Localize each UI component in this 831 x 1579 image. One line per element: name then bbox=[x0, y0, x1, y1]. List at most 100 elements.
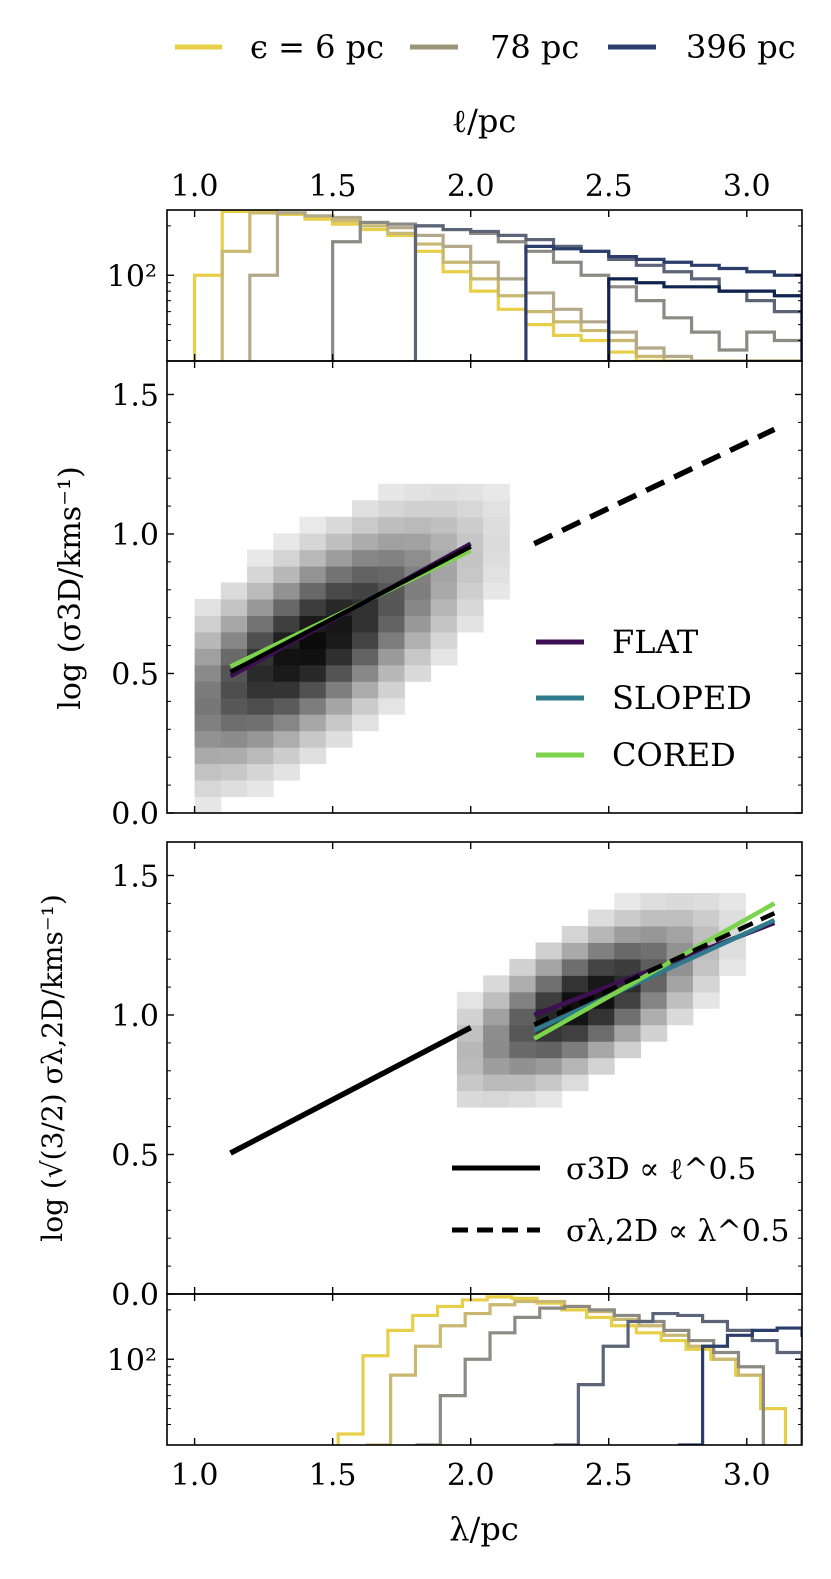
panel2-fit-sloped bbox=[533, 918, 776, 1033]
panel1-cell bbox=[299, 533, 327, 551]
panel1-cell bbox=[351, 516, 379, 534]
panel2-cell bbox=[640, 1008, 668, 1026]
panel1-cell bbox=[351, 533, 379, 551]
panel1-cell bbox=[247, 566, 274, 584]
panel2-cell bbox=[614, 942, 641, 960]
panel1-cell bbox=[194, 747, 222, 765]
panel2-cell bbox=[692, 958, 720, 976]
panel1-cell bbox=[430, 631, 458, 649]
panel1-cell bbox=[456, 615, 484, 633]
panel1-cell bbox=[299, 681, 327, 699]
panel2-fit-black-dashed bbox=[533, 911, 776, 1027]
panel1-cell bbox=[247, 747, 274, 765]
panel2-cell bbox=[535, 1074, 563, 1092]
panel2-cell bbox=[509, 1090, 537, 1108]
top-hist-ytick-label-0: 10² bbox=[107, 259, 157, 294]
panel2-cell bbox=[535, 958, 563, 976]
panel1-cell bbox=[456, 500, 484, 518]
panel1-cell bbox=[430, 516, 458, 534]
fit-legend: FLAT SLOPED CORED bbox=[536, 623, 752, 774]
panel1-cell bbox=[483, 516, 510, 534]
panel1-cell bbox=[325, 697, 353, 715]
panel2-cell bbox=[614, 991, 641, 1009]
panel1-cell bbox=[247, 780, 274, 798]
panel1-cell bbox=[299, 730, 327, 748]
panel1-cell bbox=[456, 598, 484, 616]
panel1-fit-black bbox=[229, 544, 472, 675]
top-hist-series-4 bbox=[413, 224, 802, 361]
panel2-cell bbox=[535, 1090, 563, 1108]
panel2-cell bbox=[588, 1024, 615, 1042]
panel1-cell bbox=[483, 483, 510, 501]
panel1-cell bbox=[378, 697, 405, 715]
panel2-ytick-label-3: 1.5 bbox=[111, 859, 159, 894]
panel1-cell bbox=[299, 714, 327, 732]
panel1-cell bbox=[351, 681, 379, 699]
panel2-cell bbox=[483, 975, 510, 993]
panel1-cell bbox=[273, 664, 301, 682]
panel1-cell bbox=[404, 615, 432, 633]
scaling-legend-label-solid: σ3D ∝ ℓ^0.5 bbox=[566, 1152, 756, 1187]
panel1-cell bbox=[430, 566, 458, 584]
panel2-cell bbox=[640, 991, 668, 1009]
panel1-cell bbox=[378, 533, 405, 551]
panel2-cell bbox=[588, 1057, 615, 1075]
panel2-cell bbox=[614, 925, 641, 943]
panel1-cell bbox=[247, 681, 274, 699]
panel2-cell bbox=[483, 1074, 510, 1092]
panel1-cell bbox=[273, 714, 301, 732]
panel2-cell bbox=[666, 991, 694, 1009]
panel2-cell bbox=[588, 1041, 615, 1059]
panel1-cell bbox=[351, 500, 379, 518]
panel1-cell bbox=[456, 483, 484, 501]
panel1-reference-line bbox=[533, 426, 776, 547]
panel1-cell bbox=[273, 747, 301, 765]
panel2-cell bbox=[666, 975, 694, 993]
panel1-cell bbox=[194, 697, 222, 715]
panel1-cell bbox=[430, 500, 458, 518]
panel2-cell bbox=[509, 958, 537, 976]
scaling-legend: σ3D ∝ ℓ^0.5 σλ,2D ∝ λ^0.5 bbox=[452, 1152, 789, 1249]
panel1-cell bbox=[273, 598, 301, 616]
panel2-cell bbox=[561, 1041, 589, 1059]
panel1-cell bbox=[430, 648, 458, 666]
legend-label-78pc: 78 pc bbox=[490, 28, 579, 66]
panel2-cell bbox=[535, 975, 563, 993]
panel2-cell bbox=[456, 1057, 484, 1075]
panel2-cell bbox=[561, 1074, 589, 1092]
panel1-cell bbox=[378, 648, 405, 666]
panel2-cell bbox=[666, 909, 694, 927]
panel1-cell bbox=[404, 533, 432, 551]
panel2-cell bbox=[483, 1024, 510, 1042]
fit-legend-label-cored: CORED bbox=[612, 736, 736, 774]
panel1-cell bbox=[430, 615, 458, 633]
bot-hist-xtick-label-3: 2.5 bbox=[585, 1458, 633, 1493]
top-histogram: 10² 1.0 1.5 2.0 2.5 3.0 bbox=[107, 169, 803, 362]
bot-hist-series-2 bbox=[415, 1304, 765, 1445]
panel2-cell bbox=[509, 1008, 537, 1026]
panel1-cell bbox=[220, 747, 248, 765]
panel1-cell bbox=[378, 549, 405, 567]
panel2-cell bbox=[640, 1024, 668, 1042]
panel2-cell bbox=[719, 893, 746, 911]
panel1-cell bbox=[351, 566, 379, 584]
panel1-cell bbox=[247, 582, 274, 600]
panel2-cell bbox=[535, 942, 563, 960]
panel1-cell bbox=[220, 780, 248, 798]
panel1-cell bbox=[378, 615, 405, 633]
panel2-cell bbox=[509, 1057, 537, 1075]
panel1-cell bbox=[351, 714, 379, 732]
panel1-cell bbox=[325, 582, 353, 600]
panel1-cell bbox=[483, 500, 510, 518]
panel1-cell bbox=[325, 549, 353, 567]
top-axis-label: ℓ/pc bbox=[452, 102, 517, 140]
panel2-cell bbox=[561, 925, 589, 943]
panel1-cell bbox=[325, 664, 353, 682]
panel1-cell bbox=[325, 681, 353, 699]
panel1-ytick-label-1: 0.5 bbox=[111, 657, 159, 692]
panel1-cell bbox=[404, 483, 432, 501]
panel2-cell bbox=[614, 1024, 641, 1042]
panel2-cell bbox=[456, 991, 484, 1009]
bottom-axis-label: λ/pc bbox=[449, 1510, 518, 1548]
